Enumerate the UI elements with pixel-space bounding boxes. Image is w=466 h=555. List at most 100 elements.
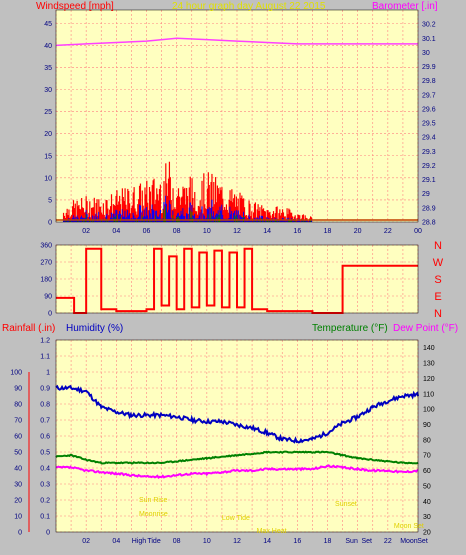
humidity-line <box>55 384 419 444</box>
baro-y-ticks: 28.8 28.9 29 29.1 29.2 29.3 29.4 29.5 29.6 29.7 29… <box>422 22 436 227</box>
humidity-y-tick: 40 <box>14 466 22 473</box>
temperature-line <box>55 450 419 465</box>
rain-y-tick: 0.5 <box>40 450 50 457</box>
annotation-max-heat: Max Heat <box>257 528 287 535</box>
humidity-y-tick: 50 <box>14 450 22 457</box>
rain-y-tick: 0.8 <box>40 402 50 409</box>
wind-y-tick: 5 <box>48 197 52 204</box>
wind-panel: 0 5 10 15 20 25 30 35 40 45 28.8 28.9 29 29.1 29.2 29.… <box>36 1 438 235</box>
wind-x-tick: 02 <box>82 228 90 235</box>
wind-y-ticks: 0 5 10 15 20 25 30 35 40 45 <box>44 21 52 227</box>
compass-w: W <box>433 257 444 269</box>
rain-y-tick: 1.1 <box>40 354 50 361</box>
baro-y-tick: 29.7 <box>422 92 436 99</box>
temp-x-tick: Moon <box>400 538 418 545</box>
wind-x-tick: 06 <box>143 228 151 235</box>
temp-x-tick: High <box>132 538 147 545</box>
temp-x-tick: 14 <box>263 538 271 545</box>
baro-y-tick: 28.8 <box>422 220 436 227</box>
barometer-line <box>55 37 418 47</box>
humidity-y-tick: 30 <box>14 482 22 489</box>
direction-line <box>56 247 418 314</box>
temp-x-tick: Tide <box>147 538 160 545</box>
wind-y-tick: 15 <box>44 153 52 160</box>
wind-y-tick: 10 <box>44 175 52 182</box>
temp-panel: Rainfall (.in) Humidity (%) Temperature … <box>2 323 458 545</box>
temp-y-tick: 40 <box>423 499 431 506</box>
temp-x-tick: Sun <box>345 538 358 545</box>
rain-y-tick: 1 <box>46 370 50 377</box>
temp-y-tick: 30 <box>423 514 431 521</box>
wind-x-tick: 00 <box>414 228 422 235</box>
direction-y-tick: 360 <box>40 243 52 250</box>
humidity-y-tick: 10 <box>14 514 22 521</box>
temp-x-tick: 16 <box>293 538 301 545</box>
temp-x-tick: Set <box>417 538 428 545</box>
rain-y-tick: 0 <box>46 530 50 537</box>
wind-x-tick: 12 <box>233 228 241 235</box>
temp-x-tick: Set <box>361 538 372 545</box>
wind-x-tick: 10 <box>203 228 211 235</box>
humidity-y-tick: 80 <box>14 402 22 409</box>
wind-x-tick: 04 <box>112 228 120 235</box>
baro-y-tick: 29.6 <box>422 106 436 113</box>
baro-y-tick: 29.5 <box>422 121 436 128</box>
humidity-y-tick: 70 <box>14 418 22 425</box>
baro-y-tick: 29.2 <box>422 163 436 170</box>
temp-x-tick: 22 <box>384 538 392 545</box>
compass-n: N <box>434 240 442 252</box>
temp-y-tick: 110 <box>423 391 434 398</box>
humidity-y-tick: 0 <box>18 530 22 537</box>
baro-y-tick: 29 <box>422 191 430 198</box>
temp-y-tick: 60 <box>423 468 431 475</box>
temp-x-tick: 12 <box>233 538 241 545</box>
baro-y-tick: 30.2 <box>422 22 436 29</box>
annotation-moonrise: Moonrise <box>139 511 168 518</box>
wind-y-tick: 25 <box>44 109 52 116</box>
humidity-y-ticks: 0 10 20 30 40 50 60 70 80 90 100 <box>10 370 30 537</box>
temp-y-tick: 140 <box>423 345 435 352</box>
rain-y-tick: 0.7 <box>40 418 50 425</box>
barometer-label: Barometer [.in] <box>372 1 438 12</box>
baro-y-tick: 29.1 <box>422 177 436 184</box>
windspeed-label: Windspeed [mph] <box>36 1 114 12</box>
wind-y-tick: 40 <box>44 43 52 50</box>
rain-y-tick: 0.3 <box>40 482 50 489</box>
rain-y-tick: 0.2 <box>40 498 50 505</box>
temp-y-tick: 100 <box>423 407 435 414</box>
baro-y-tick: 30 <box>422 50 430 57</box>
annotation-sunset: Sunset <box>335 501 357 508</box>
temp-y-tick: 90 <box>423 422 431 429</box>
wind-y-tick: 30 <box>44 87 52 94</box>
temperature-label: Temperature (°F) <box>312 323 388 334</box>
compass-e: E <box>434 291 441 303</box>
rain-y-tick: 0.9 <box>40 386 50 393</box>
temp-y-tick: 80 <box>423 437 431 444</box>
dewpoint-label: Dew Point (°F) <box>393 323 458 334</box>
humidity-y-tick: 20 <box>14 498 22 505</box>
rainfall-label: Rainfall (.in) <box>2 323 55 334</box>
temp-x-tick: 18 <box>324 538 332 545</box>
dewpoint-line <box>55 464 419 479</box>
wind-x-tick: 08 <box>173 228 181 235</box>
direction-y-tick: 90 <box>44 294 52 301</box>
direction-y-tick: 180 <box>40 277 52 284</box>
wind-x-tick: 14 <box>263 228 271 235</box>
annotation-low-tide: Low Tide <box>222 515 250 522</box>
temp-y-tick: 20 <box>423 530 431 537</box>
humidity-y-tick: 60 <box>14 434 22 441</box>
temp-y-tick: 130 <box>423 361 435 368</box>
temp-y-tick: 50 <box>423 483 431 490</box>
wind-x-tick: 22 <box>384 228 392 235</box>
temp-grid <box>55 339 419 533</box>
wind-x-tick: 18 <box>324 228 332 235</box>
rain-y-tick: 0.4 <box>40 466 50 473</box>
wind-y-tick: 35 <box>44 65 52 72</box>
baro-y-tick: 28.9 <box>422 205 436 212</box>
humidity-y-tick: 90 <box>14 386 22 393</box>
temp-y-tick: 70 <box>423 453 431 460</box>
wind-y-tick: 45 <box>44 21 52 28</box>
temp-x-ticks: 02 04 High Tide 08 10 12 14 16 18 Sun Set 22 Moon Set <box>82 538 428 545</box>
rain-y-tick: 0.1 <box>40 514 50 521</box>
